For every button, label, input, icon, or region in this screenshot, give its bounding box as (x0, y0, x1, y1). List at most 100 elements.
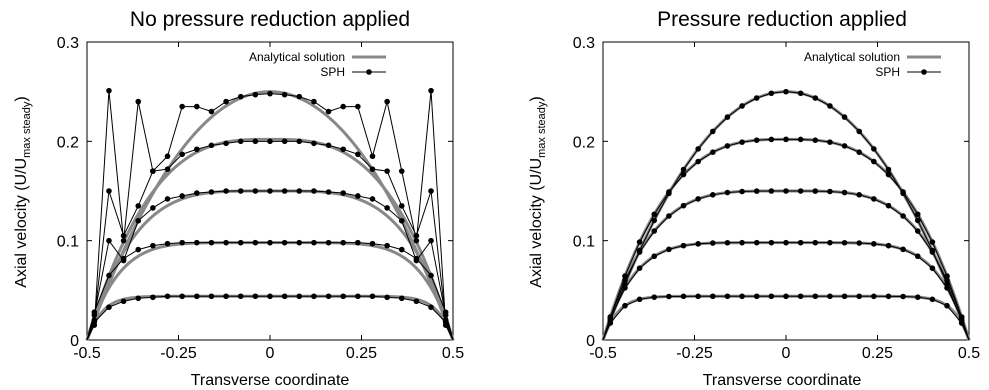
sph-point (929, 239, 936, 245)
sph-point (340, 146, 347, 153)
sph-point (355, 103, 361, 110)
sph-point (856, 293, 862, 300)
sph-point (636, 265, 643, 271)
sph-point (91, 312, 98, 318)
sph-point (369, 293, 376, 300)
sph-point (914, 228, 921, 234)
legend-label-analytical: Analytical solution (804, 50, 900, 64)
sph-point (252, 188, 259, 194)
sph-point (856, 149, 862, 155)
sph-point (827, 139, 833, 145)
sph-point (622, 302, 628, 309)
sph-point (710, 128, 716, 135)
sph-point (311, 239, 317, 246)
sph-point (223, 188, 229, 194)
sph-point (325, 189, 332, 195)
sph-curve (602, 295, 970, 341)
sph-point (369, 153, 376, 160)
sph-point (666, 190, 672, 197)
sph-point (783, 136, 789, 143)
sph-point (340, 293, 347, 300)
sph-point (651, 294, 658, 300)
sph-point (106, 237, 112, 244)
sph-point (841, 143, 848, 149)
sph-point (340, 103, 347, 110)
sph-point (812, 95, 819, 101)
sph-point (296, 93, 303, 100)
sph-point (871, 146, 877, 152)
legend-label-analytical: Analytical solution (249, 50, 345, 64)
analytical-curve (85, 90, 455, 341)
sph-point (768, 90, 775, 97)
y-tick-label: 0 (586, 333, 595, 350)
chart-left: No pressure reduction applied Transverse… (13, 8, 464, 389)
legend-label-sph: SPH (875, 65, 900, 79)
sph-point (680, 242, 687, 249)
sph-point (651, 217, 658, 224)
sph-point (296, 239, 303, 246)
sph-point (164, 153, 171, 160)
sph-point (871, 241, 877, 247)
sph-point (739, 239, 745, 246)
axes-left: -0.5 -0.25 0 0.25 0.5 0 0.1 0.2 0.3 (57, 35, 464, 362)
sph-point (369, 240, 376, 247)
y-tick-label: 0.1 (57, 234, 79, 251)
sph-point (223, 239, 229, 246)
y-axis-label-left: Axial velocity (U/Umax steady) (13, 96, 33, 287)
sph-point (827, 239, 833, 246)
sph-point (413, 298, 420, 305)
sph-point (296, 293, 303, 300)
sph-point (797, 90, 804, 97)
sph-point (812, 239, 819, 246)
sph-point (666, 213, 672, 219)
sph-point (651, 211, 658, 218)
sph-point (325, 108, 332, 115)
sph-point (208, 293, 215, 300)
sph-point (208, 108, 215, 115)
sph-point (885, 202, 892, 209)
sph-point (179, 193, 185, 199)
sph-point (622, 273, 628, 279)
sph-point (871, 196, 877, 202)
x-tick-label: 0.25 (346, 345, 377, 362)
sph-curve (86, 242, 454, 341)
sph-point (325, 293, 332, 300)
sph-point (355, 193, 361, 199)
sph-point (194, 190, 200, 196)
sph-point (428, 304, 434, 311)
sph-point (237, 138, 244, 145)
sph-point (281, 188, 288, 194)
sph-point (150, 294, 156, 301)
sph-point (296, 188, 303, 194)
analytical-curve (601, 90, 971, 341)
sph-point (607, 317, 614, 324)
sph-point (208, 189, 215, 195)
sph-point (929, 296, 936, 303)
x-axis-label-right: Transverse coordinate (703, 372, 862, 389)
sph-point (900, 190, 906, 197)
sph-point (223, 293, 229, 300)
sph-point (208, 239, 215, 246)
sph-point (680, 166, 687, 173)
sph-point (267, 138, 273, 145)
sph-point (267, 293, 273, 300)
sph-point (194, 146, 200, 153)
sph-point (179, 103, 185, 110)
sph-point (768, 293, 775, 300)
y-tick-label: 0.1 (573, 234, 595, 251)
sph-point (164, 293, 171, 300)
y-axis-label-right: Axial velocity (U/Umax steady) (528, 96, 548, 287)
sph-point (340, 239, 347, 246)
sph-point (120, 257, 127, 264)
sph-point (812, 137, 819, 143)
sph-point (106, 304, 112, 311)
analytical-curves-left (85, 90, 455, 341)
sph-point (680, 202, 687, 209)
sph-point (636, 239, 643, 245)
sph-point (135, 98, 142, 105)
sph-point (914, 253, 921, 260)
sph-point (135, 246, 142, 253)
sph-point (223, 98, 229, 105)
sph-point (267, 239, 273, 246)
